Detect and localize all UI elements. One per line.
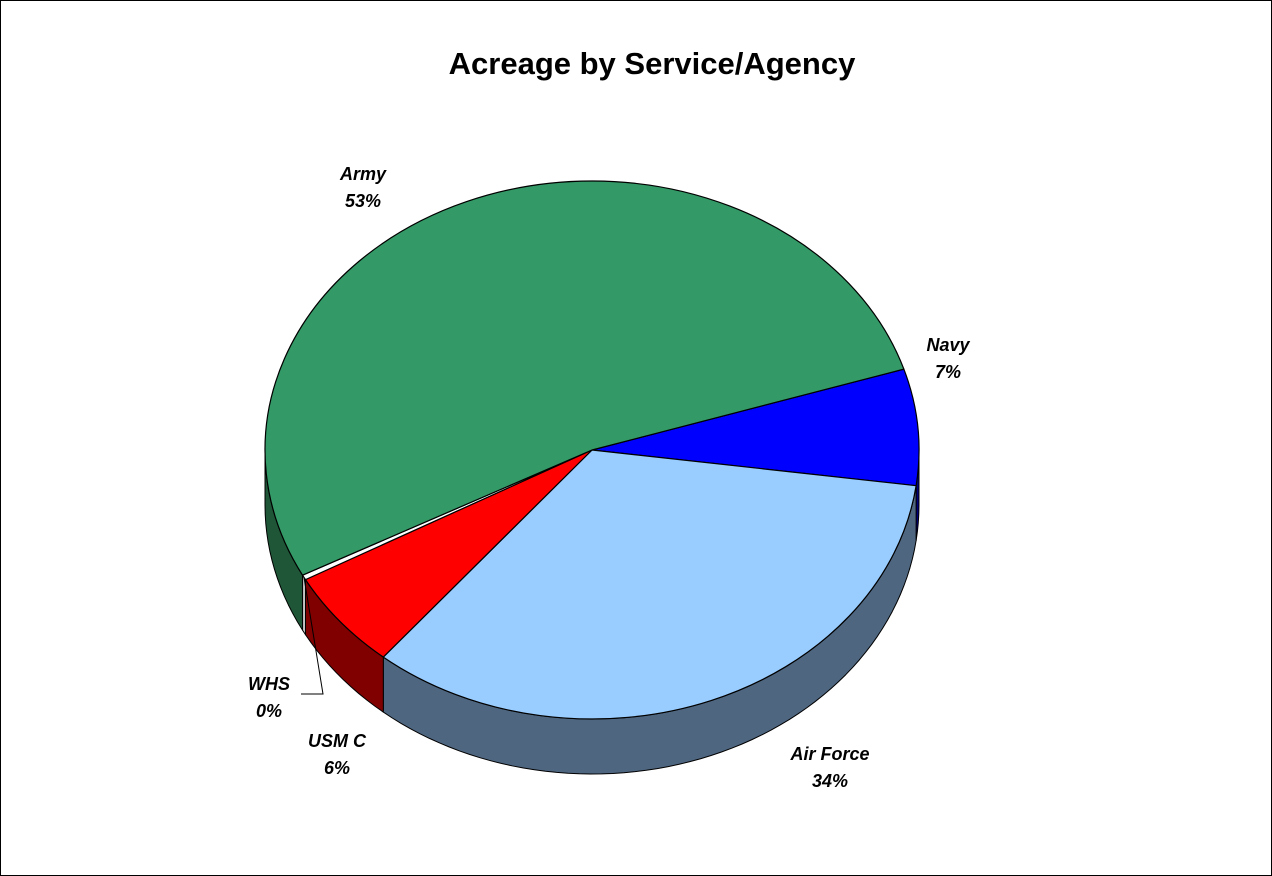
slice-air-force[interactable] [382, 449, 917, 720]
label-whs-percent: 0% [256, 701, 282, 721]
slice-usmc[interactable] [304, 449, 593, 658]
pie-labels: Navy 7% Air Force 34% USM C 6% WHS 0% Army 53% [248, 164, 971, 791]
label-navy-name: Navy [926, 335, 970, 355]
label-air-force-percent: 34% [812, 771, 848, 791]
slice-navy[interactable] [591, 368, 920, 487]
label-air-force-name: Air Force [789, 744, 869, 764]
leader-line-whs [301, 577, 324, 695]
label-army-name: Army [339, 164, 387, 184]
slice-army[interactable] [264, 180, 905, 576]
pie-slices [264, 180, 920, 720]
label-usmc-name: USM C [308, 731, 367, 751]
label-army-percent: 53% [345, 191, 381, 211]
label-whs-name: WHS [248, 674, 290, 694]
chart-title: Acreage by Service/Agency [449, 46, 856, 81]
label-navy-percent: 7% [935, 362, 961, 382]
label-usmc-percent: 6% [324, 758, 350, 778]
